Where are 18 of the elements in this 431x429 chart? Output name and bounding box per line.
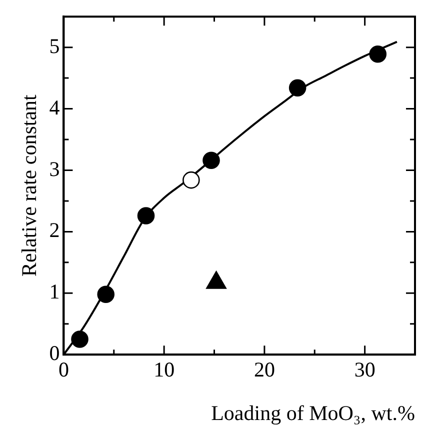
x-tick-label: 30: [354, 358, 376, 382]
y-axis-title: Relative rate constant: [17, 94, 42, 277]
point: [97, 286, 115, 304]
y-tick-label: 4: [49, 95, 60, 120]
point: [182, 171, 200, 189]
point: [288, 79, 306, 97]
point: [71, 330, 88, 348]
point: [202, 152, 220, 170]
point: [137, 207, 155, 224]
y-tick-label: 1: [49, 280, 60, 304]
y-tick-label: 5: [49, 34, 60, 58]
y-tick-label: 0: [49, 341, 60, 366]
point: [369, 45, 387, 63]
x-tick-label: 10: [154, 358, 175, 382]
x-tick-label: 20: [254, 358, 275, 382]
x-axis-title: Loading of MoO₃, wt.%: [211, 400, 415, 425]
y-tick-label: 2: [49, 218, 60, 242]
y-tick-label: 3: [49, 156, 60, 181]
